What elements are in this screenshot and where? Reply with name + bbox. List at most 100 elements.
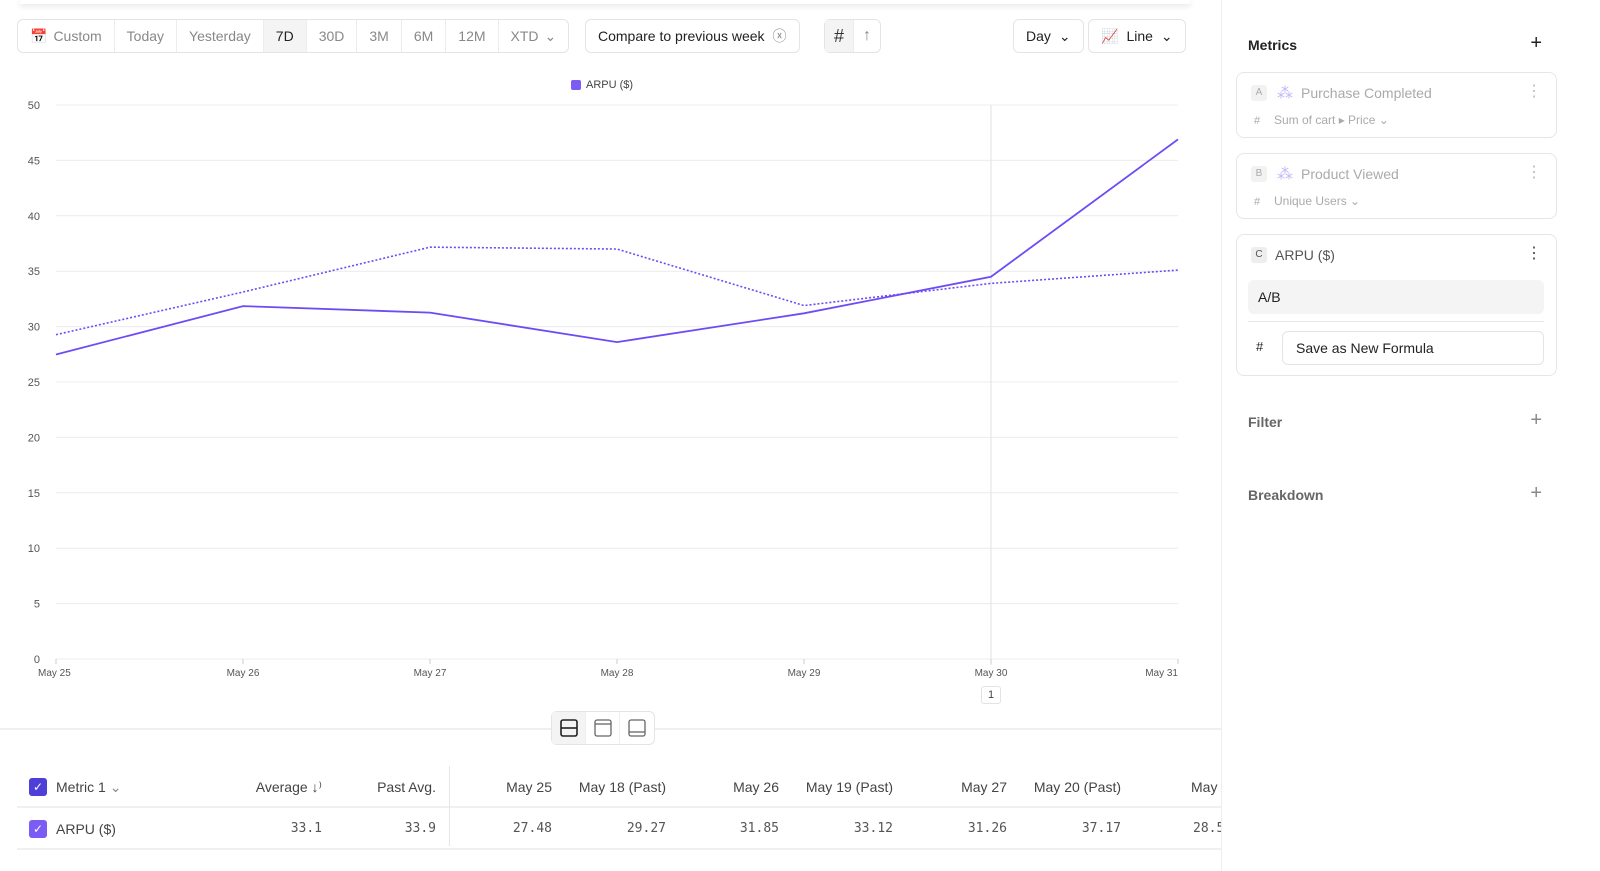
more-options-icon[interactable]: ⋮ — [1526, 245, 1542, 262]
metric-card-a[interactable]: A ⁂ Purchase Completed ⋮ # Sum of cart ▸… — [1236, 72, 1557, 138]
metric-column-header[interactable]: Metric 1 ⌄ — [56, 779, 122, 795]
metric-name: Product Viewed — [1301, 166, 1399, 182]
granularity-label: Day — [1026, 28, 1051, 44]
display-toggle: # ↑ — [824, 19, 882, 53]
range-xtd[interactable]: XTD ⌄ — [499, 20, 569, 52]
hash-icon: # — [1254, 196, 1261, 208]
x-tick-label: May 29 — [788, 668, 821, 679]
calendar-icon: 📅 — [30, 27, 48, 44]
sort-icon: ↓⁾ — [311, 779, 322, 795]
save-formula-button[interactable]: Save as New Formula — [1282, 331, 1544, 365]
table-header: ✓ Metric 1 ⌄ Average ↓⁾ Past Avg. May 25… — [17, 766, 1221, 808]
metric-card-b[interactable]: B ⁂ Product Viewed ⋮ # Unique Users ⌄ — [1236, 153, 1557, 219]
metrics-title: Metrics — [1248, 37, 1298, 53]
col-past-avg[interactable]: Past Avg. — [377, 779, 436, 795]
add-breakdown-icon[interactable]: + — [1530, 482, 1542, 504]
header-shadow — [20, 0, 1190, 4]
range-today[interactable]: Today — [115, 20, 178, 52]
metric-name: Purchase Completed — [1301, 85, 1432, 101]
table-row: ✓ ARPU ($) 33.1 33.9 27.48 29.27 31.85 3… — [17, 808, 1222, 850]
range-6m[interactable]: 6M — [402, 20, 447, 52]
cell-value: 29.27 — [626, 821, 666, 836]
compare-button[interactable]: Compare to previous week ⓧ — [585, 19, 800, 53]
y-tick-label: 45 — [28, 155, 40, 167]
event-cursor-icon: ⁂ — [1277, 85, 1293, 102]
col-date[interactable]: May 19 (Past) — [805, 779, 893, 795]
data-table: ✓ Metric 1 ⌄ Average ↓⁾ Past Avg. May 25… — [17, 766, 1222, 850]
chart-legend[interactable]: ARPU ($) — [571, 79, 633, 91]
metric-letter: C — [1251, 247, 1267, 263]
breakdown-title: Breakdown — [1248, 487, 1324, 503]
chevron-down-icon: ⌄ — [1160, 27, 1173, 44]
add-filter-icon[interactable]: + — [1530, 409, 1542, 431]
annotation-marker[interactable]: 1 — [981, 686, 1001, 704]
layout-toggle — [551, 711, 655, 745]
x-tick-label: May 25 — [38, 668, 71, 679]
y-tick-label: 15 — [28, 488, 40, 500]
range-yesterday[interactable]: Yesterday — [177, 20, 264, 52]
divider — [1248, 321, 1544, 322]
aggregation-dropdown[interactable]: Sum of cart ▸ Price ⌄ — [1274, 113, 1389, 127]
metric-card-c[interactable]: C ARPU ($) ⋮ A/B # Save as New Formula — [1236, 234, 1557, 376]
compare-label: Compare to previous week — [598, 28, 765, 44]
range-30d[interactable]: 30D — [307, 20, 358, 52]
line-chart-icon: 📈 — [1101, 27, 1119, 44]
cell-value: 37.17 — [1081, 821, 1121, 836]
event-cursor-icon: ⁂ — [1277, 166, 1293, 183]
chevron-down-icon: ⌄ — [544, 27, 557, 44]
split-view-icon[interactable] — [552, 712, 586, 744]
metric-name: ARPU ($) — [1275, 247, 1335, 263]
y-tick-label: 25 — [28, 377, 40, 389]
col-average[interactable]: Average ↓⁾ — [255, 779, 322, 795]
y-tick-label: 10 — [28, 543, 40, 555]
range-label: Custom — [53, 28, 102, 44]
arrow-up-icon[interactable]: ↑ — [863, 27, 872, 44]
close-circle-icon[interactable]: ⓧ — [772, 28, 787, 44]
range-3m[interactable]: 3M — [357, 20, 402, 52]
x-tick-label: May 28 — [601, 668, 634, 679]
legend-label: ARPU ($) — [586, 79, 634, 91]
series-line-current — [55, 138, 1179, 356]
y-tick-label: 50 — [28, 100, 40, 112]
x-tick-label: May 26 — [227, 668, 260, 679]
select-all-checkbox[interactable]: ✓ — [29, 778, 47, 796]
y-tick-label: 5 — [34, 599, 40, 611]
cell-value: 31.85 — [739, 821, 779, 836]
more-options-icon[interactable]: ⋮ — [1526, 83, 1542, 100]
chart-only-icon[interactable] — [586, 712, 620, 744]
filter-title: Filter — [1248, 414, 1283, 430]
table-only-icon[interactable] — [620, 712, 654, 744]
range-7d[interactable]: 7D — [263, 20, 307, 52]
row-metric-name: ARPU ($) — [56, 821, 116, 837]
x-tick-label: May 31 — [1145, 668, 1178, 679]
metric-letter: A — [1251, 85, 1267, 101]
aggregation-dropdown[interactable]: Unique Users ⌄ — [1274, 194, 1361, 208]
col-date[interactable]: May 20 (Past) — [1033, 779, 1121, 795]
y-tick-label: 40 — [28, 211, 40, 223]
series-line-previous — [55, 246, 1179, 336]
cell-value: 33.12 — [853, 821, 893, 836]
hash-icon: # — [1254, 115, 1261, 127]
range-label: XTD — [510, 28, 539, 44]
chart-type-label: Line — [1126, 28, 1153, 44]
add-metric-icon[interactable]: + — [1530, 32, 1542, 54]
more-options-icon[interactable]: ⋮ — [1526, 164, 1542, 181]
hash-icon[interactable]: # — [825, 20, 855, 52]
col-date[interactable]: May 25 — [506, 779, 552, 795]
col-date[interactable]: May 18 (Past) — [578, 779, 666, 795]
y-tick-label: 20 — [28, 432, 40, 444]
range-12m[interactable]: 12M — [446, 20, 499, 52]
row-checkbox[interactable]: ✓ — [29, 820, 47, 838]
col-date[interactable]: May 26 — [733, 779, 779, 795]
chart-type-dropdown[interactable]: 📈 Line ⌄ — [1088, 19, 1186, 53]
x-tick-label: May 27 — [414, 668, 447, 679]
formula-input[interactable]: A/B — [1248, 280, 1544, 314]
date-range-selector: 📅 Custom Today Yesterday 7D 30D 3M 6M 12M… — [17, 19, 570, 53]
cell-value: 27.48 — [512, 821, 552, 836]
granularity-dropdown[interactable]: Day ⌄ — [1013, 19, 1084, 53]
col-date[interactable]: May 28 — [1191, 779, 1221, 795]
col-date[interactable]: May 27 — [961, 779, 1007, 795]
range-custom[interactable]: 📅 Custom — [18, 20, 115, 52]
cell-value: 33.9 — [404, 821, 436, 836]
cell-value: 28.5 — [1193, 821, 1222, 836]
